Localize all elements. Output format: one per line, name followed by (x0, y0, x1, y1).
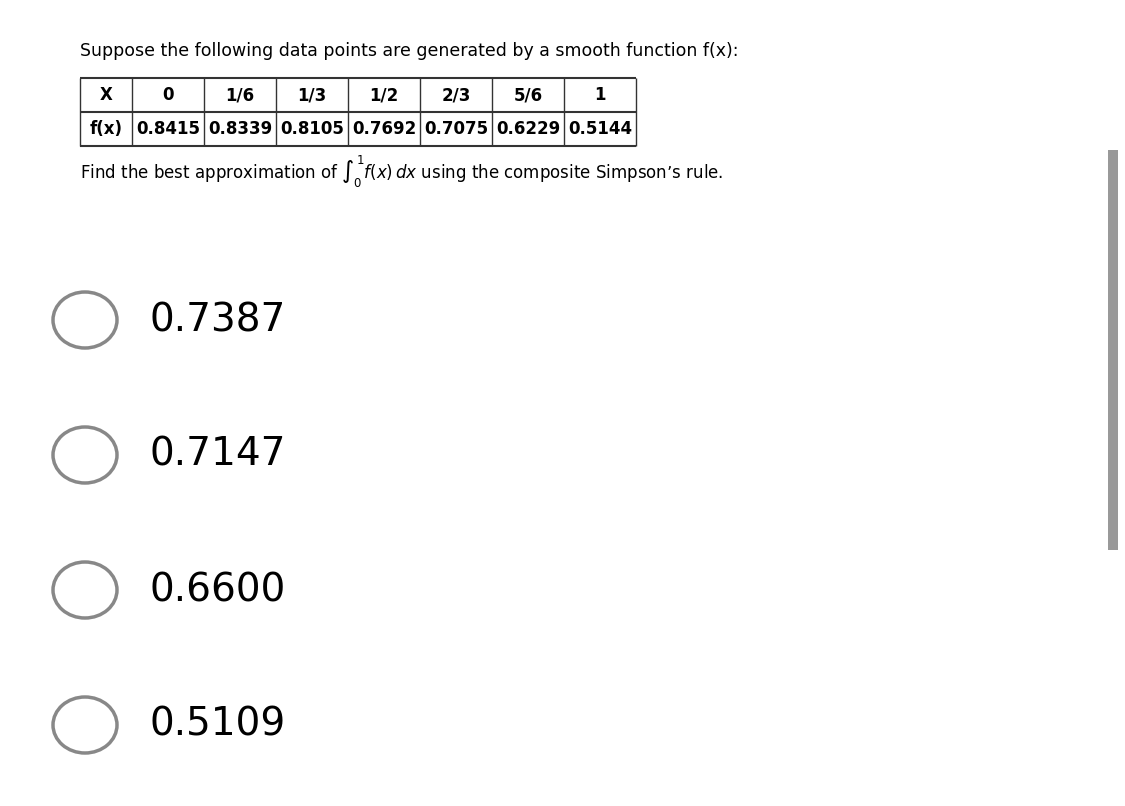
Text: 0.7387: 0.7387 (150, 301, 287, 339)
Text: 1: 1 (594, 86, 605, 104)
Text: 0.8415: 0.8415 (136, 120, 200, 138)
Text: 0: 0 (162, 86, 173, 104)
Text: 0.5144: 0.5144 (568, 120, 632, 138)
Text: Find the best approximation of $\int_0^1 f(x)\,dx$ using the composite Simpson’s: Find the best approximation of $\int_0^1… (80, 154, 723, 190)
Text: 0.6600: 0.6600 (150, 571, 287, 609)
Text: 0.8339: 0.8339 (208, 120, 272, 138)
Text: 1/6: 1/6 (225, 86, 254, 104)
Text: Suppose the following data points are generated by a smooth function f(x):: Suppose the following data points are ge… (80, 42, 738, 60)
Text: 0.7147: 0.7147 (150, 436, 287, 474)
Text: 2/3: 2/3 (441, 86, 470, 104)
Text: f(x): f(x) (90, 120, 123, 138)
Text: 1/2: 1/2 (369, 86, 398, 104)
Text: 0.5109: 0.5109 (150, 706, 286, 744)
Text: 0.6229: 0.6229 (496, 120, 560, 138)
Text: 1/3: 1/3 (297, 86, 326, 104)
Text: 5/6: 5/6 (513, 86, 542, 104)
Text: 0.7692: 0.7692 (352, 120, 416, 138)
Bar (1108, 150, 1118, 550)
Text: X: X (100, 86, 113, 104)
Text: 0.7075: 0.7075 (424, 120, 488, 138)
Text: 0.8105: 0.8105 (280, 120, 344, 138)
